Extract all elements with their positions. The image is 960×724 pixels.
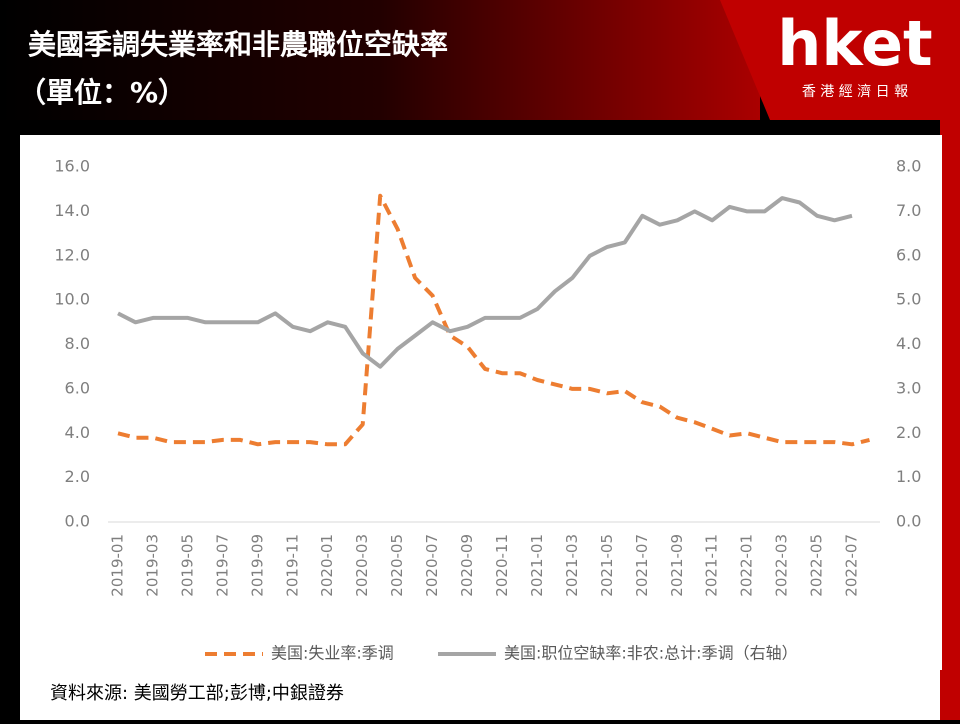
header-title: 美國季調失業率和非農職位空缺率 xyxy=(28,28,448,61)
y-tick-label: 4.0 xyxy=(65,423,90,442)
x-tick-label: 2021-07 xyxy=(633,534,651,597)
logo-subtitle: 香 港 經 濟 日 報 xyxy=(802,84,908,100)
logo-band xyxy=(720,0,960,120)
x-tick-label: 2022-05 xyxy=(808,534,826,597)
x-tick-label: 2019-09 xyxy=(248,534,266,597)
x-tick-label: 2019-07 xyxy=(213,534,231,597)
x-tick-label: 2021-11 xyxy=(703,534,721,597)
y-tick-label: 0.0 xyxy=(65,512,90,531)
footer-band xyxy=(20,670,940,720)
y2-tick-label: 6.0 xyxy=(896,245,921,264)
x-tick-label: 2020-01 xyxy=(318,534,336,597)
x-tick-label: 2020-07 xyxy=(423,534,441,597)
x-tick-label: 2021-03 xyxy=(563,534,581,597)
series-line xyxy=(117,196,853,369)
y-tick-label: 12.0 xyxy=(54,245,90,264)
x-tick-label: 2022-07 xyxy=(843,534,861,597)
y2-tick-label: 1.0 xyxy=(896,467,921,486)
x-tick-label: 2020-09 xyxy=(458,534,476,597)
plot-background xyxy=(20,135,942,670)
x-tick-label: 2020-03 xyxy=(353,534,371,597)
y2-tick-label: 8.0 xyxy=(896,157,921,176)
y-tick-label: 6.0 xyxy=(65,378,90,397)
x-tick-label: 2020-11 xyxy=(493,534,511,597)
y2-tick-label: 4.0 xyxy=(896,334,921,353)
plot: 0.0 2.0 4.0 6.0 8.0 10.0 12.0 14.0 16.0 0.0 1.0 2.0… xyxy=(54,157,921,663)
x-tick-label: 2019-05 xyxy=(178,534,196,597)
x-tick-label: 2020-05 xyxy=(388,534,406,597)
x-tick-label: 2022-01 xyxy=(738,534,756,597)
header-band xyxy=(0,0,760,120)
logo: hket xyxy=(777,7,932,80)
legend-label: 美国:职位空缺率:非农:总计:季调（右轴） xyxy=(504,644,798,663)
header-subtitle: （單位：%） xyxy=(18,76,186,109)
x-tick-label: 2021-05 xyxy=(598,534,616,597)
y-tick-label: 8.0 xyxy=(65,334,90,353)
y2-tick-label: 0.0 xyxy=(896,512,921,531)
x-tick-label: 2019-11 xyxy=(283,534,301,597)
legend-label: 美国:失业率:季调 xyxy=(271,644,394,663)
y2-tick-label: 7.0 xyxy=(896,201,921,220)
y2-tick-label: 3.0 xyxy=(896,378,921,397)
x-tick-label: 2021-09 xyxy=(668,534,686,597)
y-tick-label: 16.0 xyxy=(54,157,90,176)
x-tick-label: 2022-03 xyxy=(773,534,791,597)
y-tick-label: 10.0 xyxy=(54,290,90,309)
y2-tick-label: 2.0 xyxy=(896,423,921,442)
y2-tick-label: 5.0 xyxy=(896,290,921,309)
right-border xyxy=(940,120,960,720)
x-tick-label: 2019-03 xyxy=(143,534,161,597)
y-tick-label: 2.0 xyxy=(65,467,90,486)
y-tick-label: 14.0 xyxy=(54,201,90,220)
x-tick-label: 2019-01 xyxy=(109,534,127,597)
x-tick-label: 2021-01 xyxy=(528,534,546,597)
source: 資料來源: 美國勞工部;彭博;中銀證券 xyxy=(50,683,344,704)
